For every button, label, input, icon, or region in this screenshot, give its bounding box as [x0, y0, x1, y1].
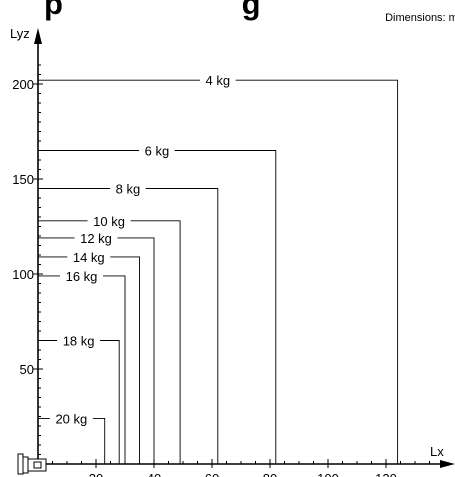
load-label-bg [139, 142, 175, 159]
x-tick-label: 20 [89, 471, 103, 477]
x-tick-label: 40 [147, 471, 161, 477]
y-tick-label: 100 [12, 267, 34, 282]
x-axis-label: Lx [430, 444, 444, 459]
load-label-bg [57, 332, 101, 349]
load-label-bg [110, 180, 146, 197]
load-series: 14 kg [38, 248, 140, 464]
load-curve [38, 150, 277, 464]
load-series: 12 kg [38, 229, 155, 464]
load-label: 8 kg [116, 182, 141, 197]
load-label-bg [49, 410, 93, 427]
x-tick-label: 120 [375, 471, 397, 477]
x-axis-arrow [440, 460, 455, 468]
y-axis-label: Lyz [10, 26, 30, 41]
load-curve [38, 188, 219, 464]
load-curve [38, 220, 181, 464]
series-layer: 4 kg 6 kg 8 kg 10 kg 12 kg 14 kg 16 kg 18 kg 20 … [38, 72, 399, 464]
title-fragment-left: p [44, 0, 63, 21]
load-series: 20 kg [38, 410, 106, 464]
title-fragment-right: g [241, 0, 261, 21]
load-curve [38, 79, 399, 464]
load-label: 4 kg [206, 73, 231, 88]
load-curve [38, 275, 126, 464]
load-label: 12 kg [80, 231, 112, 246]
load-label: 20 kg [55, 411, 87, 426]
load-label-bg [200, 72, 236, 89]
y-tick-label: 50 [20, 362, 34, 377]
load-curve [38, 340, 120, 464]
dimensions-note: Dimensions: mm [385, 12, 455, 24]
x-tick-label: 80 [263, 471, 277, 477]
x-tick-label: 60 [205, 471, 219, 477]
axes-layer [34, 28, 455, 468]
load-series: 4 kg [38, 72, 399, 464]
y-tick-label: 200 [12, 77, 34, 92]
load-label: 16 kg [66, 269, 98, 284]
flange-icon [17, 453, 47, 475]
load-curve [38, 256, 140, 464]
y-tick-label: 150 [12, 172, 34, 187]
y-axis-arrow [34, 28, 42, 44]
chart-title-fragment: p g [44, 0, 261, 22]
load-label-bg [74, 229, 118, 246]
load-label: 18 kg [63, 334, 95, 349]
load-label-bg [60, 267, 103, 284]
load-label: 14 kg [73, 250, 105, 265]
x-tick-label: 100 [317, 471, 339, 477]
load-label: 10 kg [93, 214, 125, 229]
load-series: 18 kg [38, 332, 120, 464]
load-series: 10 kg [38, 212, 181, 464]
load-label: 6 kg [145, 144, 170, 159]
load-series: 6 kg [38, 142, 277, 464]
load-series: 16 kg [38, 267, 126, 464]
load-label-bg [67, 248, 111, 265]
load-series: 8 kg [38, 180, 219, 464]
load-label-bg [87, 212, 131, 229]
